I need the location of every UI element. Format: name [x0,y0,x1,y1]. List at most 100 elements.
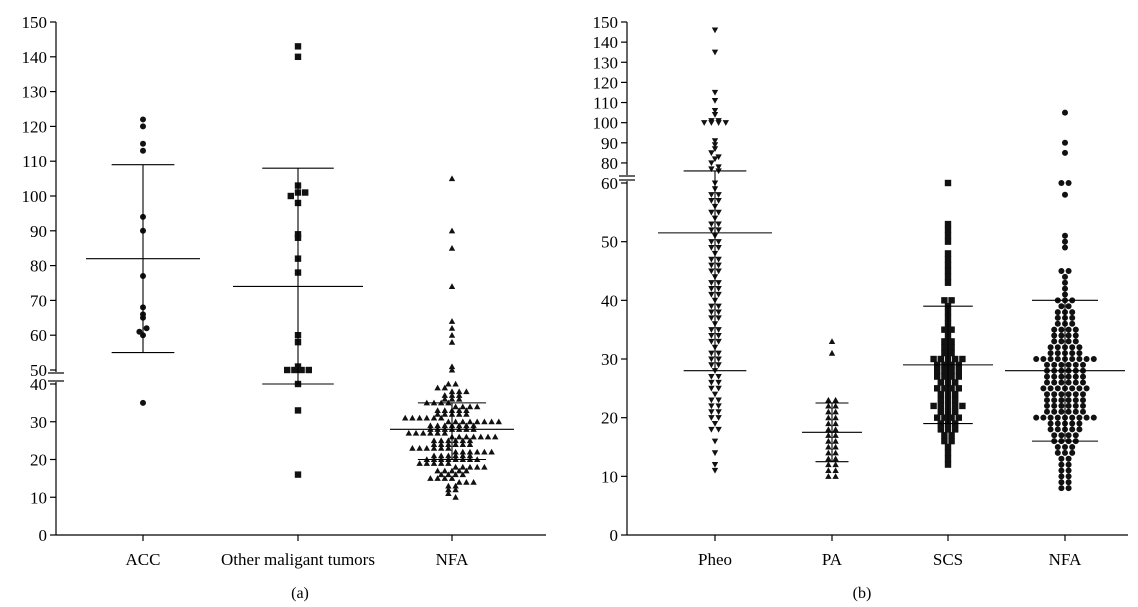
data-point [825,408,832,415]
data-point [1058,473,1065,480]
data-point [466,452,474,459]
data-point [1072,408,1079,415]
data-point [825,414,832,421]
data-point [1058,373,1065,380]
data-point [708,327,715,333]
data-point [941,414,948,421]
data-point [1044,397,1050,404]
data-point [140,123,146,130]
data-point [441,475,448,481]
data-point [1062,449,1068,456]
data-point [452,494,459,500]
data-point [941,326,948,333]
data-point [715,303,722,310]
y-tick-label: 140 [22,48,48,67]
data-point [832,414,839,421]
data-point [934,385,941,392]
data-point [715,327,722,333]
x-tick-label: Pheo [698,550,732,569]
data-point [438,414,445,421]
data-point [448,395,456,402]
data-point [1062,444,1068,450]
data-point [944,220,952,228]
data-point [1054,426,1061,433]
data-point [1033,356,1040,362]
y-tick-label: 140 [593,33,619,52]
data-point [1047,356,1054,362]
data-point [474,463,481,470]
data-point [1080,391,1086,398]
data-point [427,422,434,429]
data-point [941,437,948,445]
data-point [1065,361,1072,368]
data-point [466,441,474,447]
data-point [711,89,719,96]
data-point [434,407,441,413]
data-point [708,221,715,228]
data-point [1054,420,1061,427]
y-tick-label: 60 [601,174,618,193]
data-point [1065,180,1072,186]
data-point [832,467,839,474]
data-point [1072,402,1079,409]
data-point [708,150,715,157]
data-point [1051,397,1058,404]
data-point [1051,373,1058,380]
data-point [1076,414,1083,421]
data-point [456,467,463,474]
data-point [430,444,438,451]
data-point [955,367,962,374]
data-point [441,384,448,391]
data-point [140,147,146,154]
series-nfa [1005,109,1125,492]
data-point [441,407,448,413]
data-point [1065,479,1072,486]
data-point [294,407,302,414]
data-point [1065,379,1072,386]
data-point [302,189,309,196]
data-point [438,471,445,478]
data-point [1080,397,1086,404]
data-point [456,411,463,417]
data-point [937,379,944,386]
data-point [715,244,722,251]
data-point [420,429,427,436]
data-point [445,490,452,497]
data-point [715,164,722,171]
data-point [832,455,839,462]
data-point [1051,402,1058,409]
data-point [708,315,715,322]
data-point [1047,385,1054,392]
data-point [1069,350,1076,357]
data-point [427,429,434,436]
data-point [434,422,441,429]
data-point [948,373,955,380]
data-point [708,262,715,269]
data-point [1051,408,1058,415]
data-point [711,450,719,457]
data-point [948,349,955,357]
data-point [1072,397,1079,404]
data-point [930,402,937,410]
data-point [445,452,452,459]
data-point [452,486,459,493]
data-point [937,355,944,363]
data-point [1058,461,1065,468]
data-point [140,140,146,147]
data-point [1080,408,1086,415]
data-point [708,385,715,392]
data-point [715,338,722,345]
data-point [1051,391,1058,398]
y-tick-label: 130 [22,83,48,102]
data-point [708,209,715,216]
data-point [708,256,715,263]
data-point [937,426,944,433]
data-point [832,408,839,415]
data-point [441,395,448,402]
data-point [825,437,832,444]
data-point [438,452,445,459]
data-point [955,414,962,421]
data-point [1044,408,1050,415]
data-point [708,280,715,286]
